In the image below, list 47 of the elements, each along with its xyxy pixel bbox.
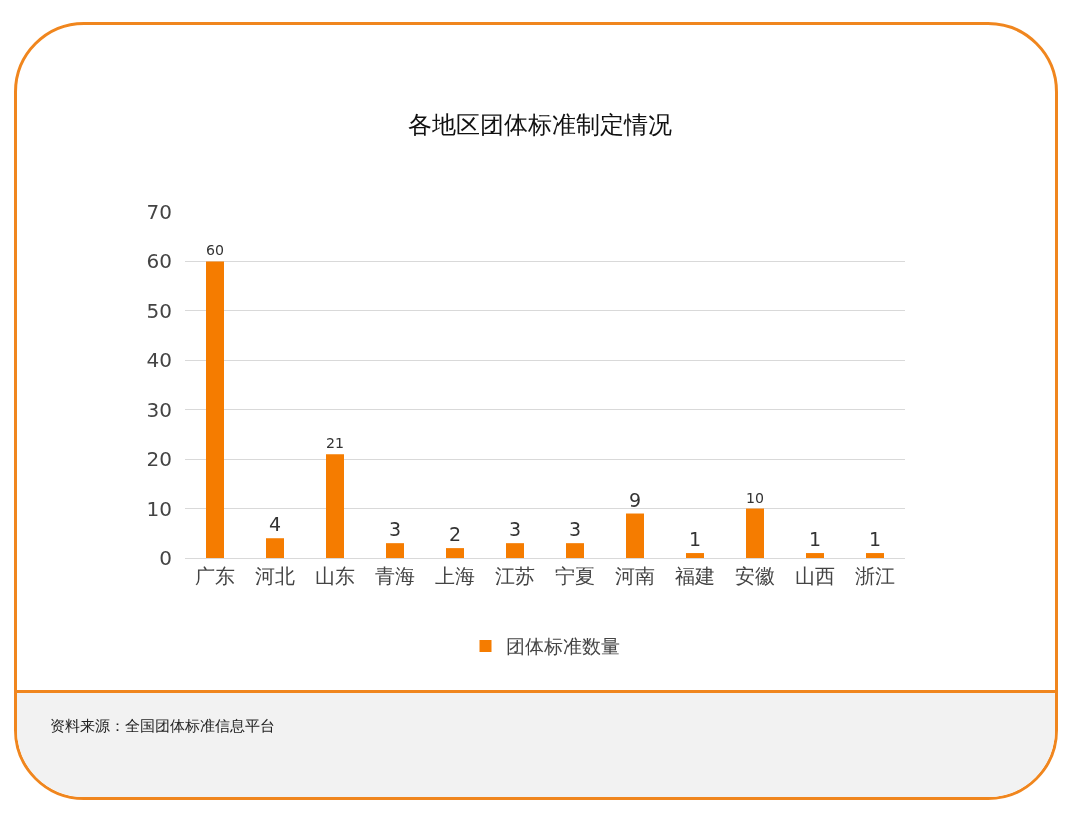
data-label: 1 — [808, 528, 822, 551]
data-label: 4 — [268, 513, 282, 536]
x-tick-label: 广东 — [195, 564, 235, 588]
bar — [746, 508, 764, 558]
x-tick-label: 河南 — [615, 564, 655, 588]
data-label: 3 — [568, 518, 582, 541]
x-tick-label: 山西 — [795, 564, 835, 588]
legend-label: 团体标准数量 — [505, 635, 620, 658]
x-tick-label: 福建 — [675, 564, 715, 588]
bar — [506, 543, 524, 558]
data-label: 21 — [326, 435, 344, 452]
bar — [386, 543, 404, 558]
data-label: 2 — [448, 523, 462, 546]
data-label: 10 — [746, 489, 764, 506]
bar — [866, 553, 884, 558]
bar — [626, 513, 644, 558]
x-tick-label: 浙江 — [855, 564, 895, 588]
bar — [806, 553, 824, 558]
bar — [566, 543, 584, 558]
y-tick-label: 20 — [146, 447, 172, 472]
y-tick-label: 40 — [146, 348, 172, 373]
data-label: 3 — [508, 518, 522, 541]
chart-title: 各地区团体标准制定情况 — [408, 111, 672, 140]
data-label: 1 — [688, 528, 702, 551]
data-label: 3 — [388, 518, 402, 541]
x-tick-label: 宁夏 — [555, 564, 595, 588]
y-tick-label: 0 — [159, 546, 172, 570]
x-tick-label: 安徽 — [735, 564, 775, 588]
y-tick-label: 70 — [146, 200, 172, 224]
x-tick-label: 上海 — [435, 564, 475, 588]
data-label: 9 — [628, 488, 642, 511]
y-tick-label: 30 — [146, 397, 172, 422]
x-tick-label: 青海 — [375, 564, 415, 588]
y-tick-label: 60 — [146, 249, 172, 274]
y-tick-label: 50 — [146, 298, 172, 323]
y-tick-label: 10 — [146, 496, 172, 521]
data-label: 1 — [868, 528, 882, 551]
x-tick-label: 河北 — [255, 564, 295, 588]
bar — [686, 553, 704, 558]
data-label: 60 — [206, 242, 224, 259]
bar — [206, 261, 224, 558]
bar — [326, 454, 344, 558]
text: 资料来源：全国团体标准信息平台 — [50, 717, 275, 735]
x-tick-label: 山东 — [315, 564, 355, 588]
bar — [446, 548, 464, 558]
bar — [266, 538, 284, 558]
x-tick-label: 江苏 — [495, 564, 535, 588]
